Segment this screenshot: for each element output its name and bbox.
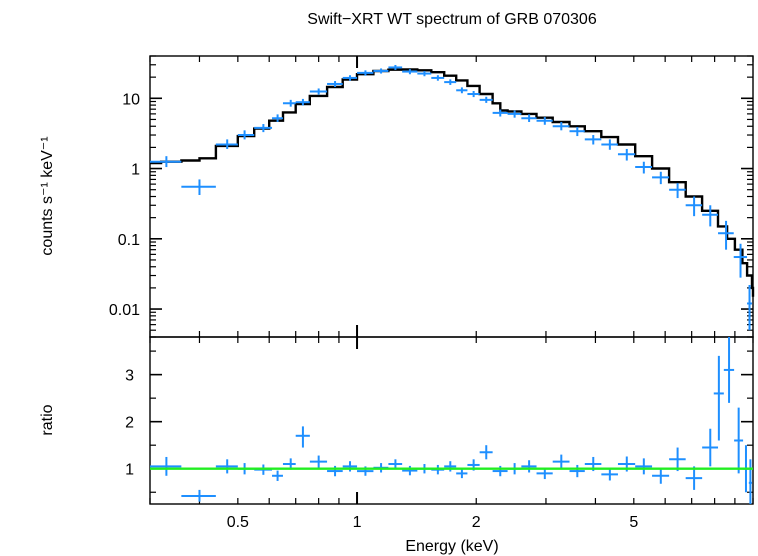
spectrum-data-point [309, 88, 328, 95]
spectrum-y-tick-label: 0.01 [109, 302, 140, 319]
spectrum-data-point [431, 75, 445, 81]
ratio-data-point [685, 466, 703, 490]
ratio-data-points [150, 337, 752, 504]
ratio-panel-frame [149, 336, 754, 505]
spectrum-data-point [747, 284, 752, 331]
ratio-data-point [444, 461, 457, 472]
spectrum-y-axis-label: counts s⁻¹ keV⁻¹ [39, 136, 56, 255]
spectrum-y-tick-label: 1 [131, 162, 140, 179]
ratio-data-point [479, 445, 493, 460]
x-tick-label: 5 [629, 514, 638, 531]
spectrum-data-point [584, 135, 602, 145]
spectrum-model-line [150, 68, 755, 297]
spectrum-data-point [733, 243, 748, 278]
spectrum-data-point [521, 114, 537, 122]
spectrum-ticks [149, 55, 754, 338]
spectrum-data-point [357, 70, 374, 76]
ratio-data-point [702, 428, 719, 467]
ratio-data-point [521, 460, 537, 473]
spectrum-data-point [181, 179, 216, 196]
spectrum-y-tick-label: 0.1 [118, 232, 140, 249]
spectrum-data-point [685, 196, 703, 217]
model-step-line [150, 68, 755, 297]
ratio-data-point [569, 464, 585, 478]
spectrum-data-point [507, 110, 522, 118]
spectrum-data-points [150, 64, 752, 331]
x-tick-label: 2 [472, 514, 481, 531]
ratio-data-point [342, 461, 358, 472]
spectrum-data-point [652, 171, 670, 185]
spectrum-data-point [569, 127, 585, 137]
spectrum-data-point [669, 183, 686, 199]
chart-title: Swift−XRT WT spectrum of GRB 070306 [307, 11, 597, 28]
spectrum-data-point [417, 71, 432, 77]
spectrum-y-tick-labels: 0.01 0.1 1 10 [109, 91, 140, 319]
ratio-data-point [150, 456, 182, 476]
ratio-ticks [149, 337, 754, 504]
ratio-data-point [552, 454, 570, 469]
ratio-data-point [309, 455, 328, 468]
spectrum-data-point [635, 161, 653, 174]
ratio-data-point [669, 447, 686, 472]
x-tick-label: 0.5 [227, 514, 249, 531]
ratio-data-point [402, 465, 418, 476]
ratio-data-point [295, 426, 310, 448]
spectrum-data-point [718, 220, 734, 250]
spectrum-data-point [342, 75, 358, 81]
ratio-data-point [456, 468, 468, 479]
spectrum-data-point [388, 64, 403, 70]
spectrum-data-point [402, 69, 418, 75]
ratio-y-tick-label: 2 [125, 415, 134, 432]
ratio-data-point [723, 337, 735, 403]
spectrum-panel-frame [149, 55, 754, 338]
spectrum-data-point [479, 96, 493, 103]
ratio-data-point [215, 459, 238, 474]
ratio-y-tick-label: 1 [125, 462, 134, 479]
spectrum-y-tick-label: 10 [122, 91, 140, 108]
spectrum-data-point [702, 205, 719, 227]
ratio-data-point [652, 467, 670, 484]
spectrum-data-point [617, 148, 636, 161]
ratio-data-point [635, 458, 653, 475]
ratio-data-point [181, 489, 216, 502]
spectrum-data-point [456, 87, 468, 94]
spectrum-data-point [492, 109, 508, 117]
spectrum-data-point [215, 139, 238, 149]
ratio-data-point [492, 465, 508, 477]
ratio-data-point [272, 470, 283, 481]
ratio-panel: 1 2 3 ratio [39, 336, 754, 505]
ratio-data-point [388, 459, 403, 469]
x-tick-label: 1 [353, 514, 362, 531]
ratio-y-tick-label: 3 [125, 368, 134, 385]
spectrum-data-point [552, 121, 570, 131]
spectrum-panel: 0.01 0.1 1 10 counts s⁻¹ keV⁻¹ [39, 55, 755, 338]
spectrum-data-point [536, 117, 553, 125]
spectrum-data-point [272, 114, 283, 122]
ratio-data-point [713, 355, 724, 441]
spectrum-data-point [467, 91, 480, 98]
spectrum-data-point [150, 156, 182, 168]
spectrum-data-point [444, 79, 457, 85]
ratio-y-axis-label: ratio [39, 404, 56, 435]
spectrum-data-point [282, 99, 296, 107]
spectrum-data-point [295, 98, 310, 106]
ratio-data-point [748, 459, 752, 504]
ratio-data-point [734, 407, 744, 474]
x-axis-label: Energy (keV) [405, 538, 498, 555]
ratio-data-point [327, 465, 343, 477]
spectrum-data-point [373, 68, 389, 74]
spectrum-data-point [237, 130, 255, 140]
spectrum-data-point [254, 124, 273, 133]
spectrum-data-point [601, 139, 618, 150]
ratio-y-tick-labels: 1 2 3 [125, 368, 134, 479]
spectrum-data-point [327, 81, 343, 87]
x-axis-tick-labels: 0.5 1 2 5 [227, 514, 639, 531]
